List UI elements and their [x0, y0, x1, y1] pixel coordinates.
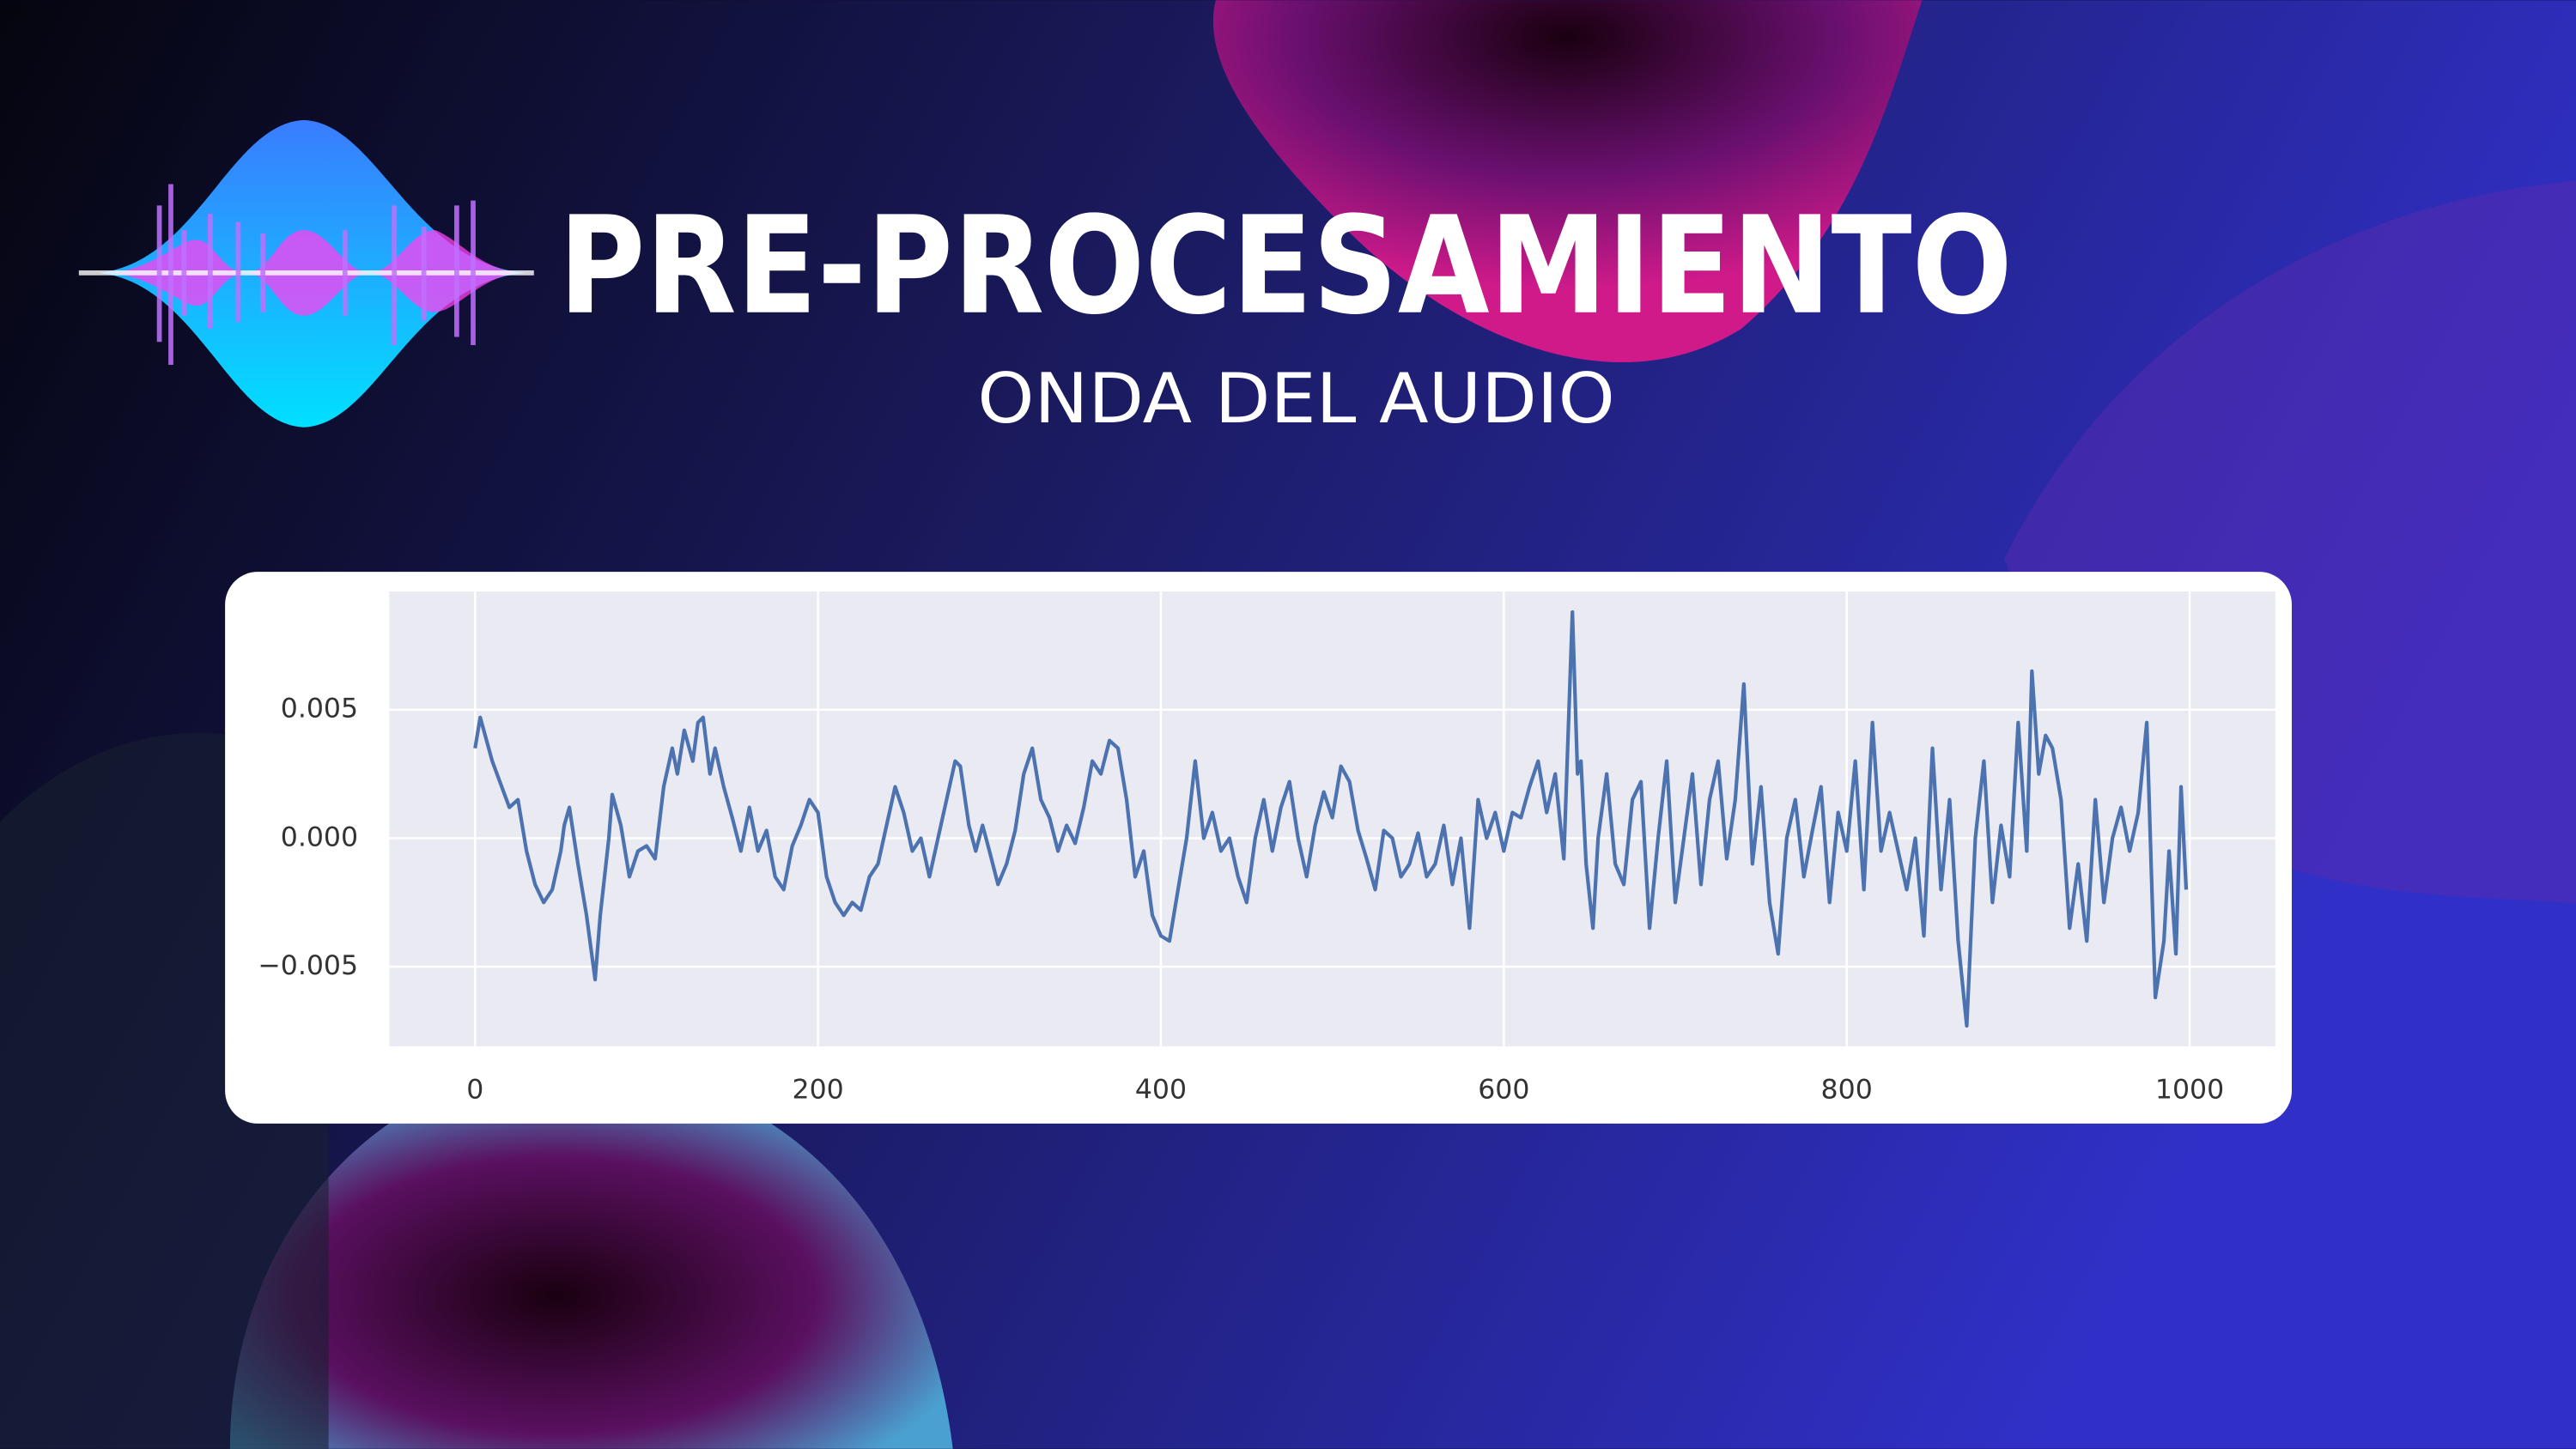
slide-subtitle: ONDA DEL AUDIO [977, 358, 1614, 439]
y-tick-label: −0.005 [258, 950, 358, 981]
x-tick-label: 0 [466, 1075, 483, 1106]
blob [1212, 0, 1923, 363]
y-tick-label: 0.005 [281, 694, 358, 724]
blob [229, 1066, 953, 1449]
logo [78, 119, 534, 427]
waveform-line [473, 609, 2189, 1028]
x-tick-label: 600 [1478, 1075, 1529, 1106]
x-tick-label: 400 [1135, 1075, 1187, 1106]
x-tick-label: 800 [1821, 1075, 1873, 1106]
slide-title: PRE-PROCESAMIENTO [559, 187, 2013, 344]
y-tick-label: 0.000 [281, 822, 358, 852]
x-tick-label: 1000 [2155, 1075, 2224, 1106]
x-tick-label: 200 [793, 1075, 844, 1106]
chart: −0.005 0.000 0.005 0 200 400 600 800 1000 [258, 591, 2275, 1106]
